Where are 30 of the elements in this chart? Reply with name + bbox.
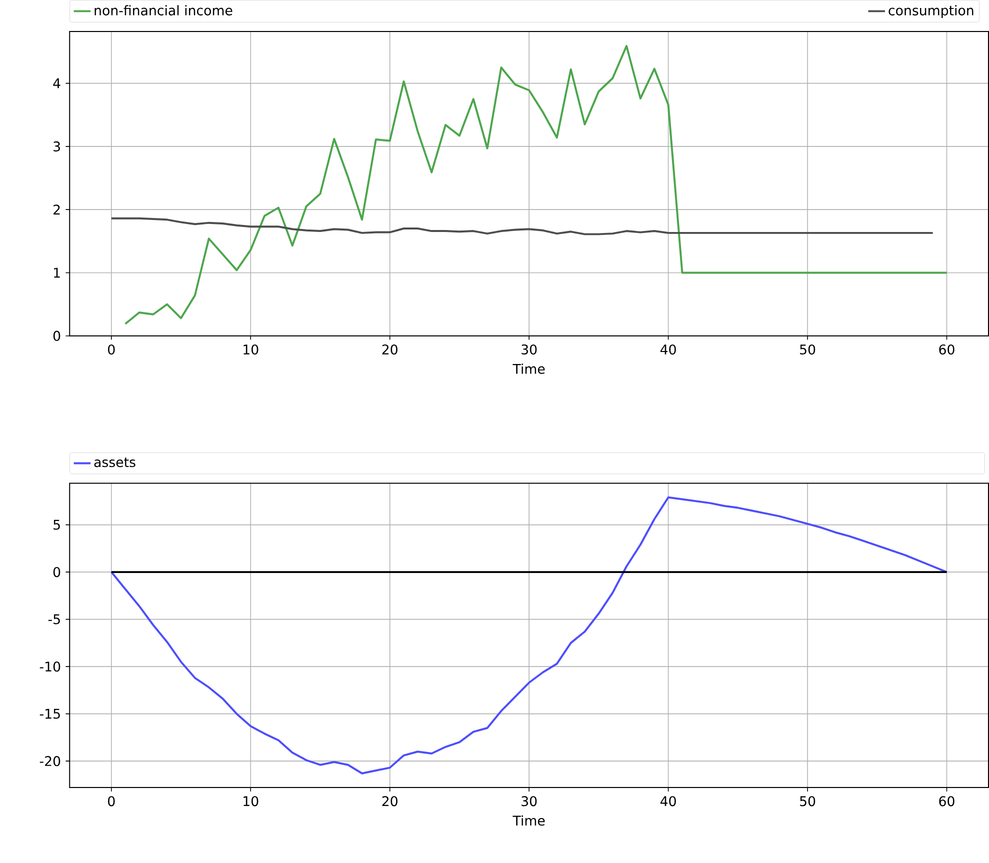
x-tick-label: 20 (382, 344, 398, 355)
x-tick-label: 60 (939, 344, 954, 355)
x-tick-label: 40 (660, 344, 676, 355)
y-tick-label: 1 (54, 268, 60, 278)
y-tick-label: 2 (54, 204, 60, 215)
y-tick-label: -20 (40, 756, 60, 766)
x-tick-label: 0 (108, 796, 115, 806)
x-axis-title: Time (512, 815, 545, 826)
y-tick-label: 0 (53, 330, 60, 341)
y-tick-label: -5 (48, 614, 60, 624)
y-tick-label: -15 (40, 708, 60, 719)
x-tick-label: 10 (244, 796, 258, 806)
x-axis-title: Time (512, 364, 545, 374)
legend-label: assets (94, 458, 136, 468)
y-tick-label: 5 (54, 520, 60, 530)
x-tick-label: 40 (660, 796, 676, 806)
x-tick-label: 30 (522, 344, 537, 355)
x-tick-label: 0 (108, 344, 115, 355)
legend-label: consumption (888, 5, 974, 18)
legend-label: non-financial income (94, 5, 232, 16)
x-tick-label: 20 (382, 796, 398, 806)
y-tick-label: 3 (54, 142, 60, 152)
y-tick-label: -10 (40, 662, 60, 672)
y-tick-label: 4 (53, 78, 60, 88)
x-tick-label: 60 (939, 796, 954, 806)
x-tick-label: 10 (244, 344, 258, 355)
y-tick-label: 0 (53, 567, 60, 578)
x-tick-label: 30 (522, 796, 537, 806)
x-tick-label: 50 (800, 796, 816, 806)
x-tick-label: 50 (800, 344, 816, 355)
